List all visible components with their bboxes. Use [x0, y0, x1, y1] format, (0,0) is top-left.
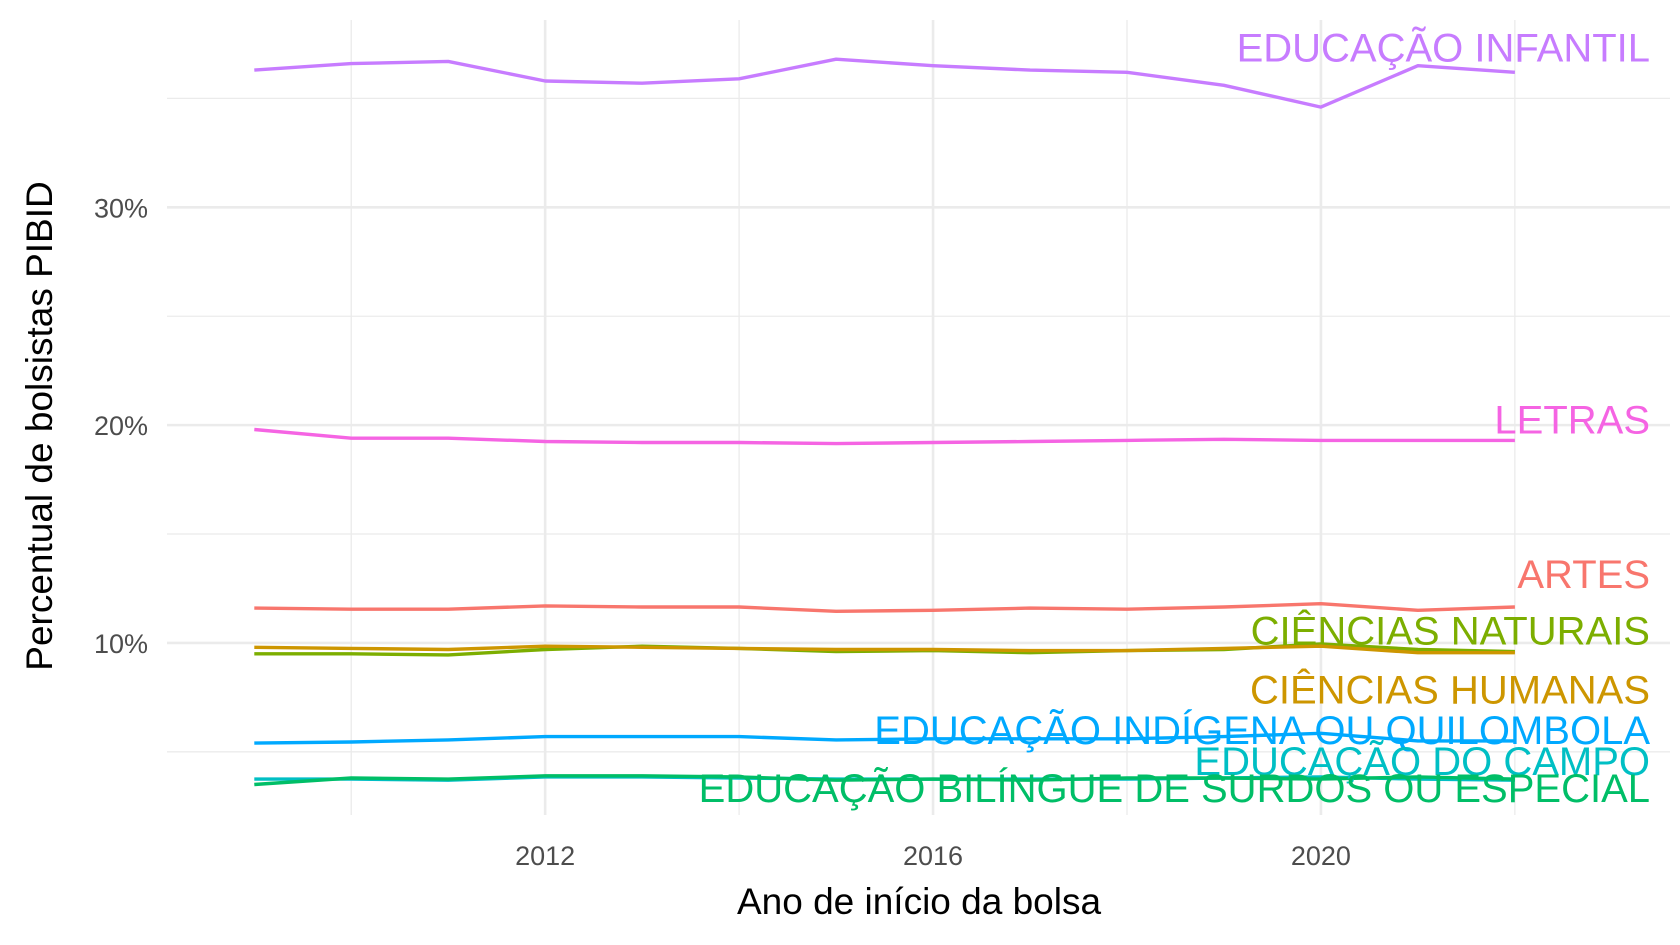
x-tick-label: 2016: [903, 841, 963, 871]
tick-labels: 2012 2016 2020 10% 20% 30%: [94, 193, 1351, 871]
y-tick-label: 30%: [94, 193, 148, 223]
x-tick-label: 2020: [1291, 841, 1351, 871]
series-label: EDUCAÇÃO INDÍGENA OU QUILOMBOLA: [874, 708, 1650, 753]
series-lines: [254, 57, 1516, 787]
series-line: [254, 731, 1515, 745]
y-tick-label: 20%: [94, 411, 148, 441]
y-tick-label: 10%: [94, 629, 148, 659]
series-label: EDUCAÇÃO INFANTIL: [1237, 25, 1650, 70]
series-line: [254, 774, 1515, 787]
series-line: [254, 57, 1516, 109]
series-label: EDUCAÇÃO BILÍNGUE DE SURDOS OU ESPECIAL: [699, 766, 1650, 811]
series-label: EDUCAÇÃO DO CAMPO: [1194, 739, 1650, 784]
y-axis-title: Percentual de bolsistas PIBID: [19, 181, 60, 670]
series-line: [254, 602, 1515, 613]
x-axis-title: Ano de início da bolsa: [737, 881, 1102, 922]
series-line: [254, 644, 1515, 655]
x-tick-label: 2012: [515, 841, 575, 871]
series-label: CIÊNCIAS NATURAIS: [1251, 609, 1650, 654]
series-line: [254, 427, 1515, 446]
series-labels: EDUCAÇÃO INFANTIL LETRAS ARTES CIÊNCIAS NAT…: [699, 25, 1651, 811]
series-label: ARTES: [1517, 553, 1650, 597]
series-label: LETRAS: [1494, 398, 1650, 442]
grid: [167, 20, 1670, 815]
series-label: CIÊNCIAS HUMANAS: [1250, 668, 1650, 713]
